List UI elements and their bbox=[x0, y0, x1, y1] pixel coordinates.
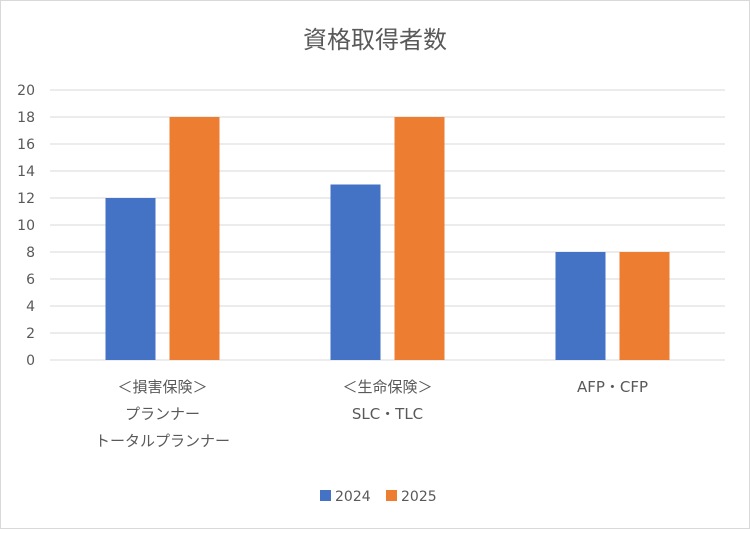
bar-2024-0 bbox=[105, 198, 156, 360]
chart-title: 資格取得者数 bbox=[303, 26, 447, 54]
y-tick-label: 20 bbox=[17, 83, 35, 99]
bar-2024-1 bbox=[330, 184, 381, 360]
y-tick-label: 2 bbox=[26, 326, 35, 342]
x-tick-label: トータルプランナー bbox=[95, 432, 230, 450]
y-tick-label: 18 bbox=[17, 110, 35, 126]
y-tick-label: 10 bbox=[17, 218, 35, 234]
bars bbox=[105, 117, 670, 360]
legend-swatch-2025 bbox=[386, 490, 397, 501]
y-axis-ticks: 0 2 4 6 8 10 12 14 16 18 20 bbox=[17, 83, 35, 369]
x-tick-label: AFP・CFP bbox=[577, 378, 648, 396]
legend-label: 2024 bbox=[335, 489, 371, 505]
x-tick-label: プランナー bbox=[125, 405, 200, 423]
bar-2024-2 bbox=[555, 252, 606, 360]
legend: 2024 2025 bbox=[320, 489, 437, 505]
y-tick-label: 6 bbox=[26, 272, 35, 288]
legend-swatch-2024 bbox=[320, 490, 331, 501]
bar-2025-1 bbox=[394, 117, 445, 360]
legend-label: 2025 bbox=[401, 489, 437, 505]
bar-2025-0 bbox=[169, 117, 220, 360]
y-tick-label: 8 bbox=[26, 245, 35, 261]
y-tick-label: 0 bbox=[26, 353, 35, 369]
x-tick-label: ＜生命保険＞ bbox=[342, 378, 432, 396]
y-tick-label: 4 bbox=[26, 299, 35, 315]
bar-2025-2 bbox=[619, 252, 670, 360]
y-tick-label: 12 bbox=[17, 191, 35, 207]
y-tick-label: 16 bbox=[17, 137, 35, 153]
x-tick-label: ＜損害保険＞ bbox=[117, 378, 207, 396]
x-tick-label: SLC・TLC bbox=[352, 405, 423, 423]
grid-lines bbox=[50, 89, 725, 361]
y-tick-label: 14 bbox=[17, 164, 35, 180]
